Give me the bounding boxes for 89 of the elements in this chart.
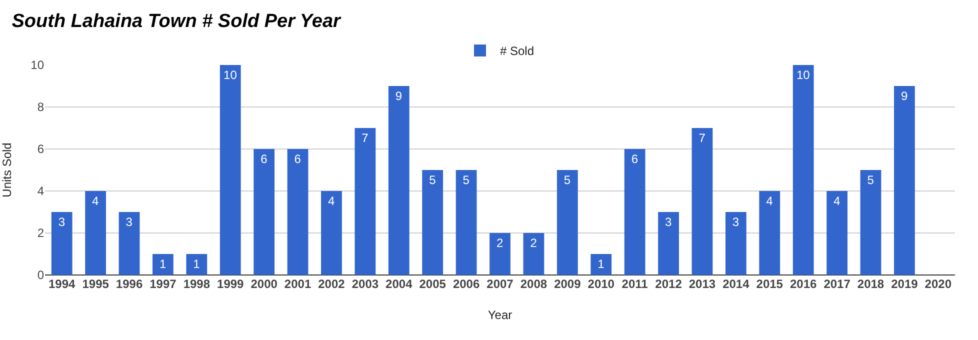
data-label: 9 <box>900 89 908 103</box>
x-tick-label: 1997 <box>150 277 177 291</box>
legend-label: # Sold <box>500 44 534 58</box>
x-tick-label: 2002 <box>318 277 346 291</box>
bar <box>321 191 342 275</box>
x-tick-label: 1998 <box>183 277 210 291</box>
data-label: 5 <box>429 173 436 187</box>
data-label: 4 <box>766 194 774 208</box>
bar <box>894 86 915 275</box>
data-label: 7 <box>698 131 706 145</box>
data-label: 6 <box>294 152 302 166</box>
data-label: 3 <box>732 215 740 229</box>
data-label: 1 <box>159 257 166 271</box>
x-tick-label: 2010 <box>588 277 615 291</box>
x-tick-label: 2015 <box>756 277 784 291</box>
x-tick-label: 2003 <box>352 277 379 291</box>
bar <box>254 149 275 275</box>
bar <box>624 149 646 275</box>
bar <box>692 128 713 275</box>
bar <box>152 254 174 275</box>
bar <box>51 212 72 275</box>
bar <box>556 170 578 275</box>
x-tick-label: 2000 <box>250 277 278 291</box>
data-label: 7 <box>362 131 369 145</box>
data-label: 2 <box>530 236 538 250</box>
x-tick-label: 2007 <box>486 277 514 291</box>
bar <box>490 233 510 275</box>
data-label: 6 <box>260 152 268 166</box>
x-tick-label: 2008 <box>520 277 548 291</box>
bar <box>523 233 544 275</box>
bar <box>456 170 477 275</box>
data-label: 6 <box>631 152 638 166</box>
data-label: 10 <box>796 68 810 82</box>
x-tick-label: 1994 <box>48 277 76 291</box>
y-tick-label: 0 <box>37 268 44 282</box>
data-label: 1 <box>193 257 200 271</box>
bar <box>792 65 814 275</box>
bar <box>658 212 679 275</box>
bar <box>590 254 612 275</box>
x-tick-label: 2012 <box>655 277 682 291</box>
x-tick-label: 1999 <box>217 277 244 291</box>
data-label: 4 <box>328 194 335 208</box>
data-label: 3 <box>665 215 672 229</box>
chart-title: South Lahaina Town # Sold Per Year <box>12 10 342 32</box>
data-label: 5 <box>867 173 874 187</box>
data-label: 5 <box>462 173 470 187</box>
data-label: 9 <box>395 89 402 103</box>
data-label: 1 <box>598 257 605 271</box>
x-tick-label: 2006 <box>452 277 480 291</box>
x-tick-label: 2009 <box>554 277 582 291</box>
x-tick-label: 2001 <box>284 277 312 291</box>
data-label: 2 <box>496 236 504 250</box>
bar <box>287 149 308 275</box>
x-tick-label: 2013 <box>688 277 716 291</box>
bar <box>826 191 848 275</box>
bar <box>725 212 746 275</box>
bar <box>759 191 780 275</box>
bar <box>220 65 241 275</box>
bar <box>85 191 106 275</box>
data-label: 4 <box>834 194 841 208</box>
bar <box>388 86 410 275</box>
x-tick-label: 2005 <box>419 277 446 291</box>
x-tick-label: 2016 <box>790 277 817 291</box>
x-tick-label: 1995 <box>82 277 110 291</box>
x-tick-label: 2017 <box>824 277 851 291</box>
x-tick-label: 2020 <box>924 277 952 291</box>
x-tick-label: 2014 <box>722 277 750 291</box>
data-label: 4 <box>92 194 100 208</box>
x-tick-label: 2018 <box>857 277 884 291</box>
x-tick-label: 2004 <box>386 277 413 291</box>
bar <box>118 212 140 275</box>
bar <box>860 170 882 275</box>
data-label: 5 <box>564 173 571 187</box>
y-axis-title: Units Sold <box>0 142 14 198</box>
y-tick-label: 2 <box>37 226 44 240</box>
x-tick-label: 1996 <box>116 277 143 291</box>
data-label: 10 <box>224 68 238 82</box>
bar <box>422 170 444 275</box>
bar <box>186 254 208 275</box>
x-tick-label: 2011 <box>622 277 648 291</box>
y-tick-label: 6 <box>37 142 44 156</box>
y-tick-label: 10 <box>30 58 44 72</box>
x-tick-label: 2019 <box>891 277 918 291</box>
y-tick-label: 8 <box>37 100 44 114</box>
bar <box>354 128 376 275</box>
y-tick-label: 4 <box>37 184 44 198</box>
x-axis-title: Year <box>488 308 512 322</box>
data-label: 3 <box>126 215 133 229</box>
data-label: 3 <box>58 215 66 229</box>
